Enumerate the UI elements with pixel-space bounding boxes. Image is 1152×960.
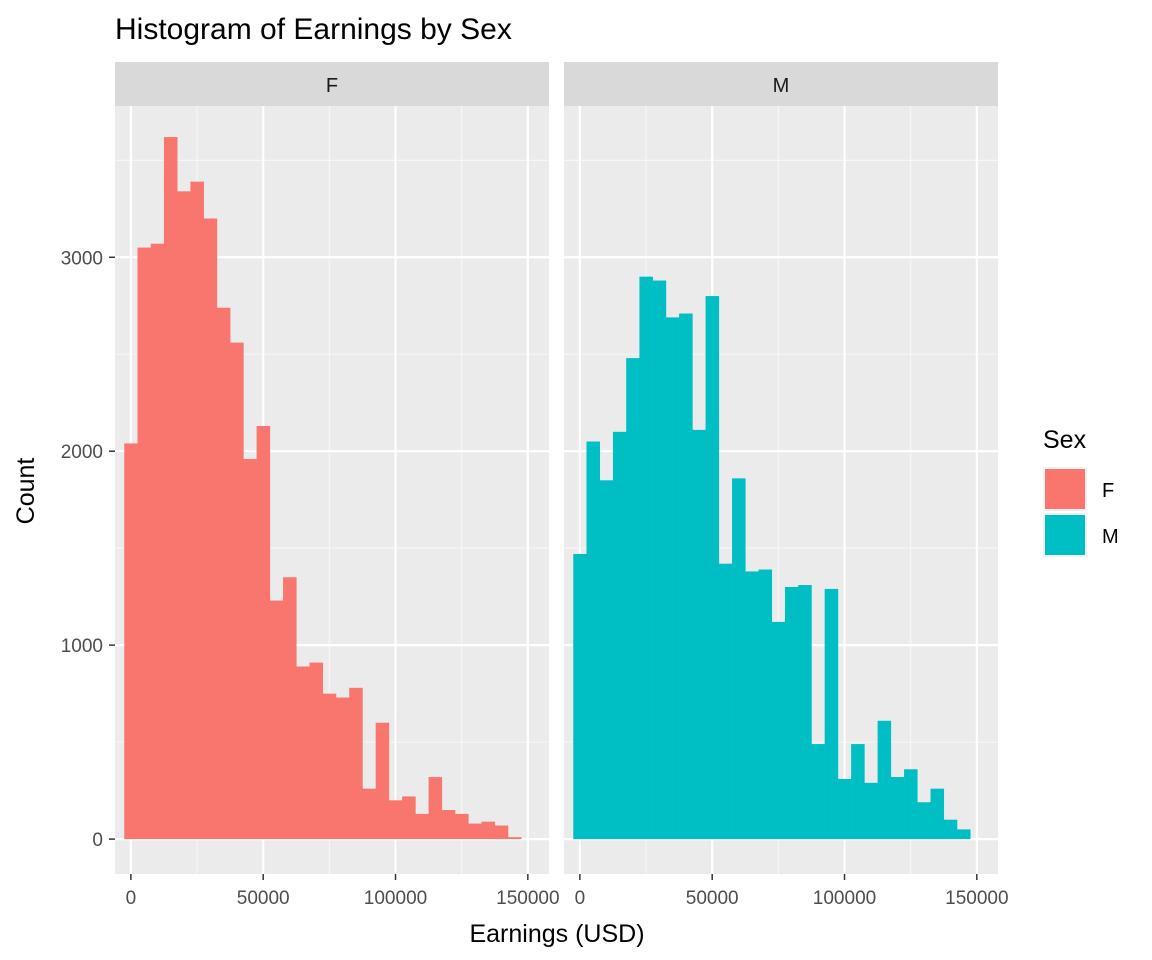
x-tick-label: 100000 [364,888,427,909]
y-tick-label: 3000 [61,248,103,269]
histogram-bar [190,181,204,840]
x-tick-label: 0 [126,888,137,909]
histogram-bar [150,243,165,840]
histogram-bar [335,697,350,840]
histogram-bar [811,744,825,840]
x-tick-label: 50000 [237,888,290,909]
histogram-bar [137,247,152,840]
x-tick-label: 150000 [496,888,559,909]
histogram-bar [639,276,653,840]
histogram-bar [758,569,773,840]
histogram-bar [665,317,680,840]
histogram-bar [349,687,363,840]
histogram-bar [203,218,218,840]
facet-strip [564,62,998,106]
histogram-bar [652,280,667,840]
histogram-bar [124,443,138,840]
legend-label: F [1102,480,1114,502]
legend-title: Sex [1043,426,1087,454]
histogram-bar [322,693,337,840]
histogram-bar [243,458,257,840]
histogram-bar [468,823,482,840]
histogram-bar [692,429,706,840]
histogram-bar [732,478,746,840]
histogram-bar [956,829,971,840]
histogram-bar [573,554,587,840]
histogram-bar [507,837,522,840]
chart-title: Histogram of Earnings by Sex [115,13,512,46]
x-tick-label: 100000 [813,888,876,909]
histogram-bar [388,800,403,840]
histogram-bar [904,769,918,840]
histogram-bar [428,777,443,840]
histogram-bar [415,813,429,840]
histogram-bar [626,358,640,840]
histogram-bar [771,621,786,840]
facet-strip-label: M [773,75,790,97]
facet-panels: F 0 50000 100000 150000 M 0 50000 100000 150000 0 1… [61,62,1009,909]
facet-strip [115,62,549,106]
histogram-bar [824,588,839,840]
histogram-bar [705,296,720,840]
histogram-bar [481,821,496,840]
histogram-bar [877,720,892,840]
histogram-bar [745,571,759,840]
x-tick-label: 50000 [686,888,739,909]
y-tick-label: 2000 [61,442,103,463]
histogram-bar [177,191,191,840]
histogram-bar [851,744,865,840]
histogram-bar [890,777,905,840]
legend-label: M [1102,526,1119,548]
histogram-bar [586,441,601,840]
legend: Sex F M [1043,426,1119,557]
histogram-bar [269,600,284,840]
y-axis-title: Count [12,458,40,525]
facet-strip-label: F [326,75,338,97]
y-tick-label: 0 [92,830,103,851]
histogram-bar [943,819,958,840]
histogram-bar [837,778,852,840]
histogram-bar [455,813,469,840]
histogram-bar [309,662,324,840]
legend-key-swatch [1045,515,1085,555]
legend-key-swatch [1045,469,1085,509]
histogram-bar [864,782,878,840]
histogram-bar [163,137,178,840]
histogram-bar [917,802,931,840]
panel-F: F 0 50000 100000 150000 [115,62,560,909]
histogram-bar [679,313,693,840]
x-tick-label: 0 [575,888,586,909]
histogram-bar [612,431,627,840]
histogram-bar [930,788,945,840]
histogram-bar [375,722,390,840]
histogram-bar [230,342,244,840]
histogram-bar [256,426,271,840]
histogram-bar [216,307,231,840]
histogram-bar [283,577,297,840]
histogram-bar [798,585,812,840]
histogram-bar [362,788,376,840]
x-tick-label: 150000 [945,888,1008,909]
x-axis-title: Earnings (USD) [469,920,644,948]
histogram-bar [296,666,310,840]
y-tick-label: 1000 [61,636,103,657]
histogram-bar [784,586,799,840]
histogram-bar [402,796,416,840]
histogram-bar [599,480,614,840]
histogram-bar [441,810,456,840]
histogram-bar [494,825,509,840]
panel-M: M 0 50000 100000 150000 [564,62,1009,909]
histogram-bar [718,563,733,840]
